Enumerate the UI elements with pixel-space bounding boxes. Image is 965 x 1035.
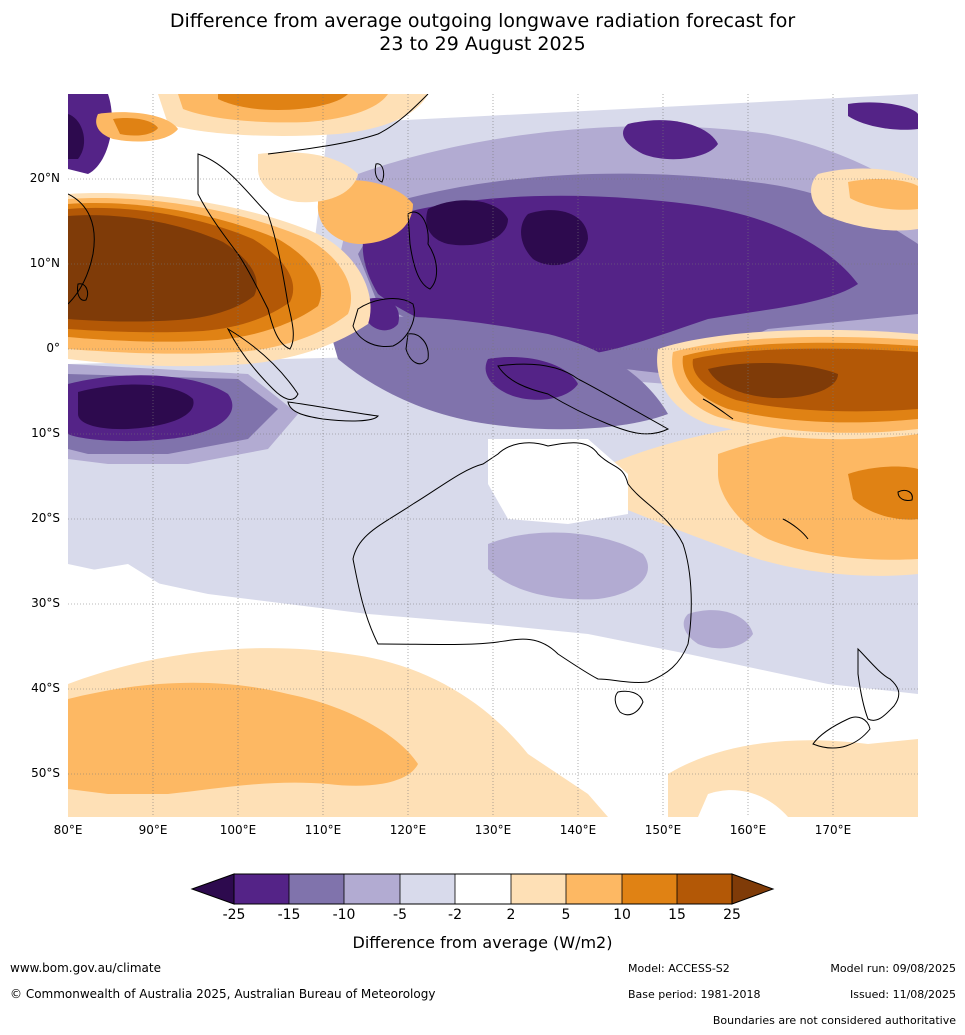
sri-lanka-coastline xyxy=(77,283,89,301)
lon-label-110e: 110°E xyxy=(304,823,342,837)
lon-label-130e: 130°E xyxy=(474,823,512,837)
new-guinea-coastline xyxy=(497,363,670,435)
china-coastline xyxy=(267,94,429,155)
lon-label-150e: 150°E xyxy=(644,823,682,837)
colorbar-tick-5: -2 xyxy=(448,907,462,923)
colorbar-tick-3: -10 xyxy=(332,907,356,923)
olr-anomaly-map xyxy=(68,94,918,817)
region-deepest-purple-central-pacific xyxy=(521,210,588,266)
sulawesi-coastline xyxy=(405,333,429,365)
java-coastline xyxy=(287,401,379,422)
colorbar-segment-9 xyxy=(677,874,732,904)
region-orange-south-china-sea xyxy=(317,180,413,244)
colorbar-segment-6 xyxy=(511,874,566,904)
region-dark-purple-north-west xyxy=(623,120,718,160)
region-dark-orange-patch-china-west xyxy=(113,118,158,136)
lat-label-20s: 20°S xyxy=(31,511,60,525)
region-deepest-purple-top-left xyxy=(68,114,85,159)
region-dark-orange-china-north xyxy=(218,94,348,110)
region-white-north-australia xyxy=(488,439,628,524)
region-darkest-orange-equatorial-pacific xyxy=(708,362,838,399)
new-caledonia-coastline xyxy=(782,518,809,540)
model-text: Model: ACCESS-S2 xyxy=(628,962,730,975)
region-dark-purple-north-east xyxy=(848,102,918,130)
colorbar-segment-8 xyxy=(622,874,677,904)
fiji-coastline xyxy=(897,489,913,501)
lon-label-100e: 100°E xyxy=(219,823,257,837)
new-zealand-south-coastline xyxy=(812,716,871,749)
region-deepest-purple-philippines xyxy=(426,200,508,246)
copyright-text: © Commonwealth of Australia 2025, Austra… xyxy=(10,987,436,1001)
colorbar-label: Difference from average (W/m2) xyxy=(352,933,613,952)
region-white-patch-se xyxy=(698,790,788,817)
gridlines xyxy=(68,94,918,817)
colorbar-tick-8: 10 xyxy=(613,907,631,923)
disclaimer-text: Boundaries are not considered authoritat… xyxy=(712,1014,956,1027)
chart-title: Difference from average outgoing longwav… xyxy=(0,10,965,56)
tasmania-coastline xyxy=(614,690,644,716)
lat-label-20n: 20°N xyxy=(29,171,60,185)
india-coastline xyxy=(68,193,95,305)
region-darkest-orange-bay-of-bengal xyxy=(68,215,257,322)
lat-label-0: 0° xyxy=(46,341,60,355)
philippines-coastline xyxy=(407,211,437,290)
model-run-text: Model run: 09/08/2025 xyxy=(830,962,956,975)
lon-label-90e: 90°E xyxy=(138,823,168,837)
region-deepest-purple-indian-ocean xyxy=(78,384,194,430)
map-canvas xyxy=(68,94,918,817)
colorbar-segment-3 xyxy=(344,874,400,904)
lat-label-50s: 50°S xyxy=(31,766,60,780)
colorbar-above-arrow xyxy=(731,873,775,905)
lon-label-160e: 160°E xyxy=(729,823,767,837)
lat-label-10n: 10°N xyxy=(29,256,60,270)
region-medium-purple-central-australia xyxy=(488,532,648,600)
colorbar-segment-2 xyxy=(289,874,344,904)
colorbar-tick-4: -5 xyxy=(393,907,407,923)
issued-text: Issued: 11/08/2025 xyxy=(849,988,956,1001)
new-zealand-north-coastline xyxy=(857,647,900,721)
title-line-1: Difference from average outgoing longwav… xyxy=(169,10,796,32)
region-medium-purple-tasman xyxy=(683,610,753,649)
australia-coastline xyxy=(352,442,692,683)
lat-label-30s: 30°S xyxy=(31,596,60,610)
taiwan-coastline xyxy=(374,163,385,183)
colorbar-tick-1: -25 xyxy=(222,907,246,923)
lon-label-80e: 80°E xyxy=(53,823,83,837)
colorbar-segment-7 xyxy=(566,874,622,904)
lon-label-140e: 140°E xyxy=(559,823,597,837)
colorbar-segment-1 xyxy=(234,874,289,904)
lon-label-120e: 120°E xyxy=(389,823,427,837)
colorbar-below-arrow xyxy=(190,873,235,905)
colorbar xyxy=(190,873,775,905)
region-orange-nw-pacific xyxy=(848,179,918,210)
lat-label-40s: 40°S xyxy=(31,681,60,695)
colorbar-segment-4 xyxy=(400,874,455,904)
region-dark-purple-borneo xyxy=(366,297,399,331)
colorbar-tick-2: -15 xyxy=(277,907,301,923)
region-dark-orange-sw-pacific xyxy=(848,466,918,520)
base-period-text: Base period: 1981-2018 xyxy=(628,988,761,1001)
region-white-south xyxy=(68,564,918,744)
colorbar-tick-6: 2 xyxy=(506,907,516,923)
colorbar-segment-5 xyxy=(455,874,511,904)
colorbar-tick-9: 15 xyxy=(668,907,686,923)
region-orange-sw-pacific xyxy=(718,425,918,560)
website-link[interactable]: www.bom.gov.au/climate xyxy=(10,961,161,975)
lat-label-10s: 10°S xyxy=(31,426,60,440)
colorbar-tick-10: 25 xyxy=(723,907,741,923)
title-line-2: 23 to 29 August 2025 xyxy=(379,33,586,55)
sumatra-coastline xyxy=(226,327,299,400)
borneo-coastline xyxy=(352,298,415,348)
region-light-orange-south-china xyxy=(258,152,358,203)
solomon-islands-coastline xyxy=(702,398,734,420)
region-orange-south-west xyxy=(68,682,418,794)
lon-label-170e: 170°E xyxy=(814,823,852,837)
colorbar-tick-7: 5 xyxy=(561,907,571,923)
